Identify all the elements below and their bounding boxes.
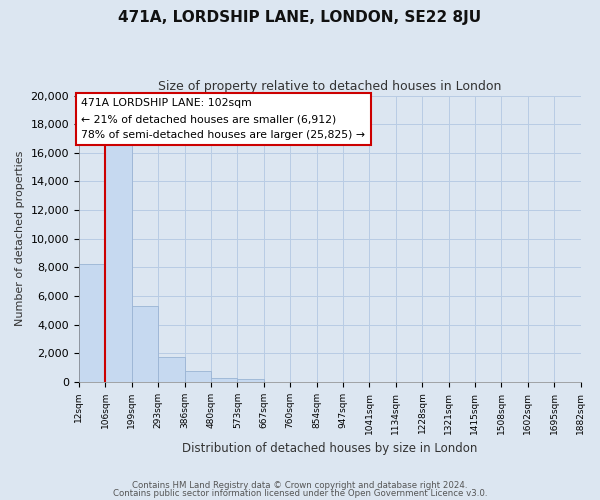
Title: Size of property relative to detached houses in London: Size of property relative to detached ho… [158, 80, 502, 93]
X-axis label: Distribution of detached houses by size in London: Distribution of detached houses by size … [182, 442, 478, 455]
Text: Contains public sector information licensed under the Open Government Licence v3: Contains public sector information licen… [113, 488, 487, 498]
Bar [211, 378, 238, 382]
Text: Contains HM Land Registry data © Crown copyright and database right 2024.: Contains HM Land Registry data © Crown c… [132, 481, 468, 490]
Text: 471A, LORDSHIP LANE, LONDON, SE22 8JU: 471A, LORDSHIP LANE, LONDON, SE22 8JU [118, 10, 482, 25]
Bar [106, 144, 132, 382]
Text: 471A LORDSHIP LANE: 102sqm
← 21% of detached houses are smaller (6,912)
78% of s: 471A LORDSHIP LANE: 102sqm ← 21% of deta… [82, 98, 365, 140]
Bar [79, 264, 106, 382]
Bar [238, 379, 264, 382]
Bar [132, 306, 158, 382]
Bar [158, 357, 185, 382]
Bar [185, 371, 211, 382]
Y-axis label: Number of detached properties: Number of detached properties [15, 151, 25, 326]
